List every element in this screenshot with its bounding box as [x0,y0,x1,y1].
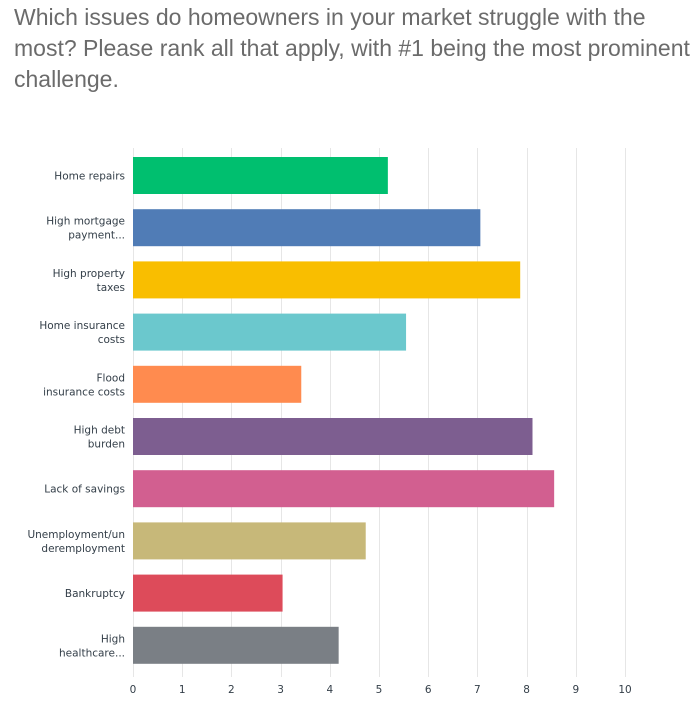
bar [133,313,407,351]
bar [133,261,521,299]
category-label: High property taxes [53,268,125,294]
bar [133,365,302,403]
x-tick-label: 10 [618,684,631,696]
category-label: High healthcare... [59,633,125,659]
category-label-line: High [101,633,125,645]
category-label-line: burden [88,439,125,451]
category-label-line: Home repairs [54,171,125,183]
category-label-line: High mortgage [46,216,125,228]
category-label-line: High debt [74,425,125,437]
category-label: Home repairs [54,171,125,183]
category-label-line: Bankruptcy [65,588,125,600]
x-tick-label: 6 [425,684,432,696]
x-tick-label: 5 [376,684,383,696]
x-tick-label: 0 [130,684,137,696]
x-tick-label: 4 [326,684,333,696]
category-label-line: healthcare... [59,647,125,659]
bar [133,418,533,455]
category-label-line: taxes [97,282,125,294]
x-tick-label: 1 [179,684,186,696]
category-label-line: High property [53,268,125,280]
x-tick-label: 3 [277,684,284,696]
category-label: Flood insurance costs [43,372,125,398]
category-label-line: insurance costs [43,386,125,398]
category-label: High debt burden [74,425,125,451]
category-label-line: costs [98,334,125,346]
bar [133,626,339,664]
category-label-line: deremployment [41,543,125,555]
bar [133,209,481,247]
category-label: Bankruptcy [65,588,125,600]
category-label: Lack of savings [44,484,125,496]
question-title: Which issues do homeowners in your marke… [14,4,690,92]
bar [133,574,283,612]
category-label-line: Home insurance [39,320,125,332]
x-tick-label: 7 [474,684,481,696]
category-label: Home insurance costs [39,320,125,346]
category-label-line: payment... [68,230,125,242]
x-tick-label: 9 [572,684,579,696]
category-label-line: Flood [97,372,125,384]
bar [133,470,555,508]
category-label-line: Unemployment/un [27,529,125,541]
x-tick-label: 2 [228,684,235,696]
x-tick-label: 8 [523,684,530,696]
category-label-line: Lack of savings [44,484,125,496]
category-label: Unemployment/un deremployment [27,529,125,555]
bar [133,522,366,560]
x-axis-ticks: 0 1 2 3 4 5 6 7 8 9 10 [130,684,632,696]
bars [133,157,555,664]
bar [133,157,388,194]
category-label: High mortgage payment... [46,216,125,242]
